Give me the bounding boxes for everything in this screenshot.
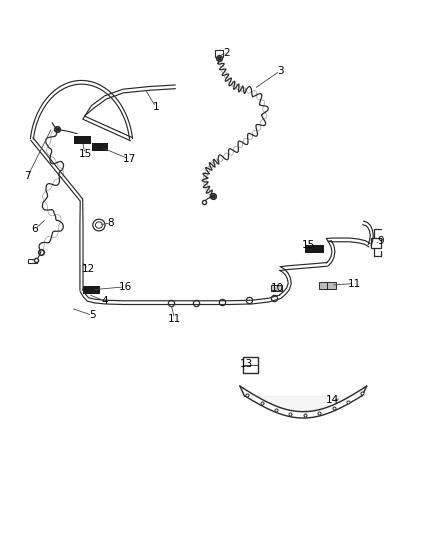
Text: 14: 14 <box>326 395 339 406</box>
Text: 9: 9 <box>377 236 384 246</box>
FancyBboxPatch shape <box>305 245 324 253</box>
FancyBboxPatch shape <box>319 282 328 289</box>
Text: 11: 11 <box>168 313 181 324</box>
Text: 6: 6 <box>32 224 38 235</box>
Text: 17: 17 <box>123 154 136 164</box>
Text: 13: 13 <box>240 359 253 369</box>
Text: 15: 15 <box>302 240 315 250</box>
FancyBboxPatch shape <box>92 143 108 151</box>
Text: 8: 8 <box>107 218 114 228</box>
Text: 2: 2 <box>223 48 230 58</box>
FancyBboxPatch shape <box>271 285 282 291</box>
Text: 15: 15 <box>78 149 92 159</box>
Text: 11: 11 <box>348 279 361 288</box>
Text: 10: 10 <box>271 283 284 293</box>
Text: 12: 12 <box>81 264 95 274</box>
Text: 3: 3 <box>277 66 283 76</box>
FancyBboxPatch shape <box>327 282 336 289</box>
FancyBboxPatch shape <box>74 136 91 144</box>
Text: 4: 4 <box>101 296 108 306</box>
Text: 7: 7 <box>25 171 31 181</box>
Text: 5: 5 <box>89 310 95 320</box>
Text: 1: 1 <box>152 102 159 112</box>
Text: 16: 16 <box>119 282 132 292</box>
FancyBboxPatch shape <box>83 286 100 294</box>
